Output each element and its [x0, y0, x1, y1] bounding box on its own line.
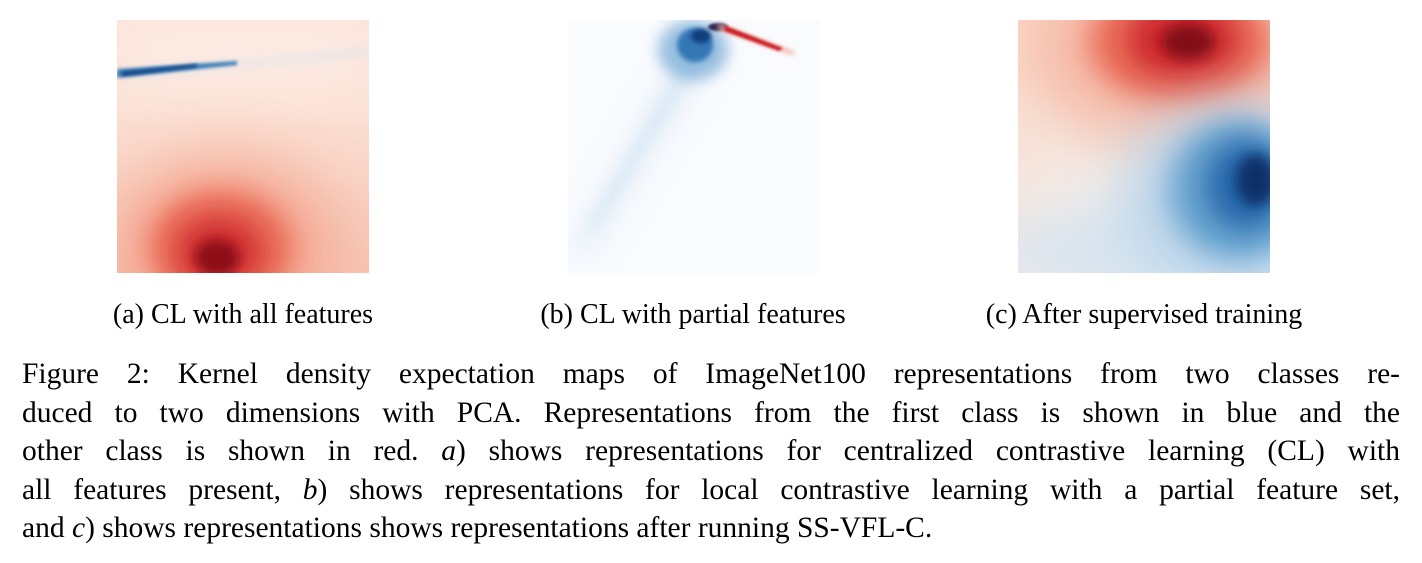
caption-text: duced to two dimensions with PCA. Repres… — [22, 396, 1400, 429]
caption-math-symbol: b — [302, 473, 318, 506]
caption-text: Figure 2: Kernel density expectation map… — [22, 358, 1400, 390]
kde-map-a — [117, 20, 369, 273]
caption-math-symbol: c — [71, 512, 86, 544]
caption-text: ) shows representations for centralized … — [456, 435, 1400, 467]
caption-line: duced to two dimensions with PCA. Repres… — [22, 394, 1400, 433]
kde-map-b-image — [568, 20, 820, 273]
caption-text: all features present, — [22, 473, 303, 506]
subfigure-caption-c: (c) After supervised training — [985, 299, 1303, 330]
kde-map-c-image — [1018, 20, 1270, 273]
caption-line: Figure 2: Kernel density expectation map… — [22, 355, 1400, 394]
caption-math-symbol: a — [441, 435, 457, 467]
caption-text: other class is shown in red. — [22, 435, 442, 467]
caption-text: ) shows representations for local contra… — [317, 473, 1401, 506]
caption-line: other class is shown in red. a) shows re… — [22, 432, 1400, 471]
caption-line: and c) shows representations shows repre… — [22, 509, 1400, 548]
subfigure-caption-b: (b) CL with partial features — [540, 299, 846, 330]
subfigure-caption-a: (a) CL with all features — [112, 299, 374, 330]
caption-text: ) shows representations shows representa… — [85, 512, 933, 544]
kde-map-c — [1018, 20, 1270, 273]
kde-map-b — [568, 20, 820, 273]
caption-text: and — [22, 512, 72, 544]
caption-line: all features present, b) shows represent… — [22, 471, 1400, 510]
figure-caption: Figure 2: Kernel density expectation map… — [22, 355, 1400, 548]
kde-map-a-image — [117, 20, 369, 273]
